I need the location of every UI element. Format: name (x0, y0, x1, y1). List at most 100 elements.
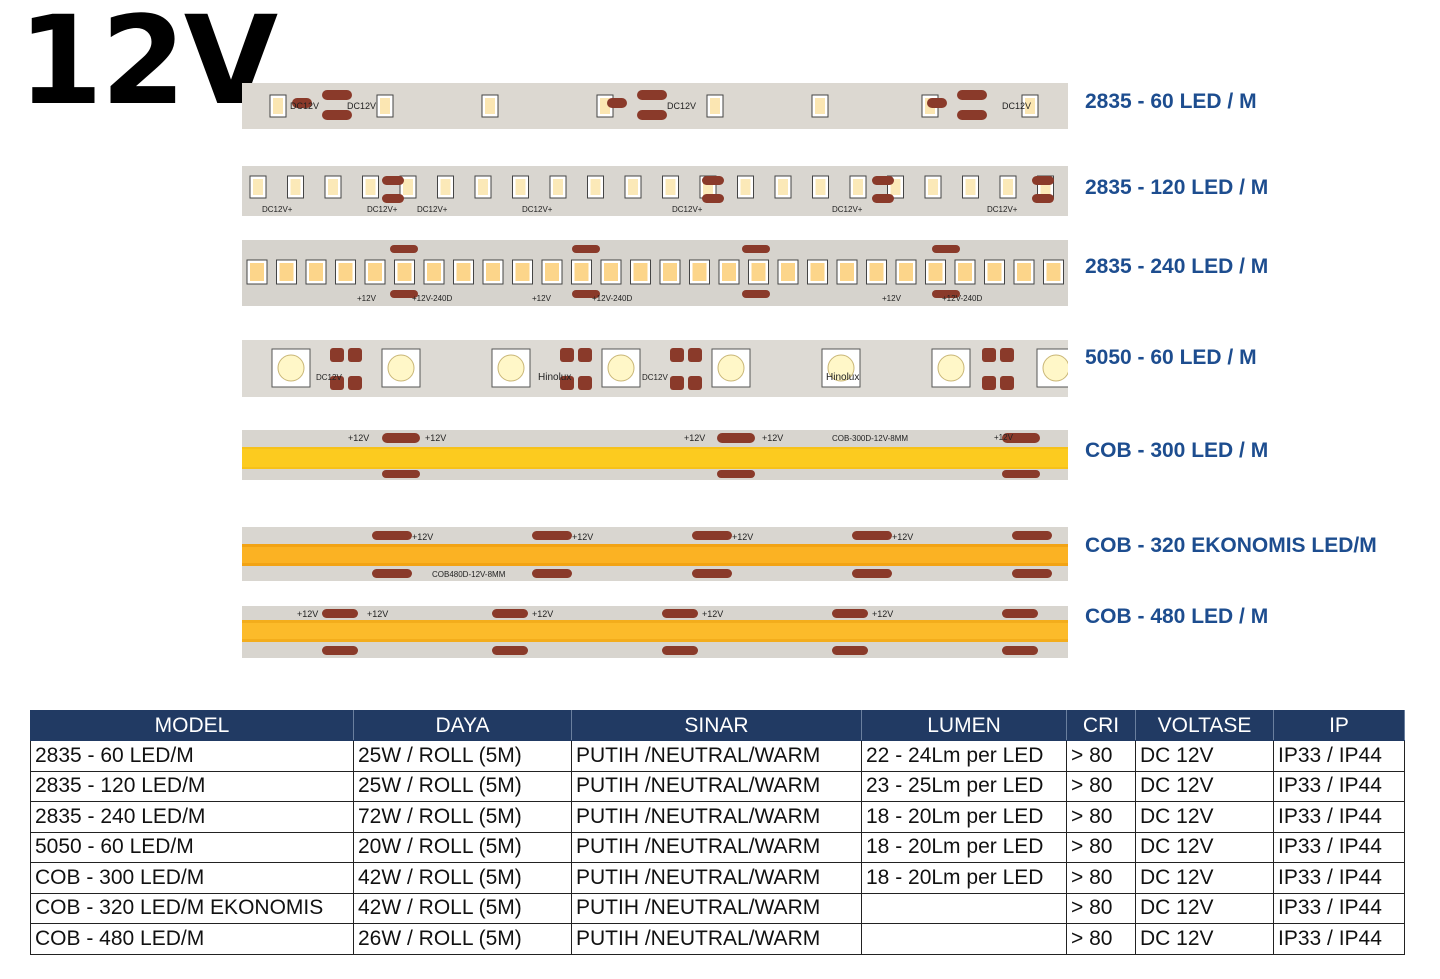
strip-print: +12V-240D (942, 294, 982, 303)
cell-ip: IP33 / IP44 (1273, 740, 1405, 772)
solder-pad (852, 531, 892, 540)
solder-pad (1012, 531, 1052, 540)
solder-pad (330, 376, 344, 390)
strip-print: +12V (762, 433, 783, 443)
cell-model: 2835 - 240 LED/M (30, 801, 354, 833)
solder-pad (578, 376, 592, 390)
led-phosphor (277, 354, 305, 382)
solder-pad (1012, 569, 1052, 578)
led-strip-2835-60: DC12V DC12V DC12V DC12V (242, 83, 1068, 129)
led-phosphor (590, 179, 601, 195)
cell-daya: 42W / ROLL (5M) (353, 892, 572, 924)
cell-model: COB - 300 LED/M (30, 862, 354, 894)
strip-print: +12V (348, 433, 369, 443)
strip-print: DC12V+ (672, 205, 703, 214)
solder-pad (872, 194, 894, 203)
led-strip-cob-480-image: +12V +12V +12V +12V +12V (242, 606, 1068, 658)
solder-pad (1000, 348, 1014, 362)
cell-sinar: PUTIH /NEUTRAL/WARM (571, 892, 862, 924)
table-row: COB - 300 LED/M 42W / ROLL (5M) PUTIH /N… (30, 862, 1405, 894)
solder-pad (560, 376, 574, 390)
strip-print: COB-300D-12V-8MM (832, 434, 908, 443)
table-row: 2835 - 240 LED/M 72W / ROLL (5M) PUTIH /… (30, 801, 1405, 833)
led-phosphor (456, 263, 471, 281)
solder-pad (322, 90, 352, 100)
led-phosphor (1025, 98, 1035, 114)
table-row: 2835 - 120 LED/M 25W / ROLL (5M) PUTIH /… (30, 770, 1405, 802)
led-phosphor (545, 263, 559, 281)
led-phosphor (279, 263, 294, 281)
solder-pad (492, 609, 528, 618)
led-phosphor (1040, 179, 1051, 195)
led-phosphor (722, 263, 736, 281)
cell-ip: IP33 / IP44 (1273, 770, 1405, 802)
led-strip-5050-60-image: DC12V Hinolux DC12V Hinolux (242, 340, 1068, 397)
led-phosphor (440, 179, 451, 195)
solder-pad (637, 110, 667, 120)
solder-pad (692, 531, 732, 540)
cell-sinar: PUTIH /NEUTRAL/WARM (571, 740, 862, 772)
solder-pad (348, 376, 362, 390)
led-strip-5050-60: DC12V Hinolux DC12V Hinolux (242, 340, 1068, 397)
cell-ip: IP33 / IP44 (1273, 923, 1405, 955)
led-phosphor (600, 98, 610, 114)
cell-voltase: DC 12V (1135, 862, 1274, 894)
cell-daya: 25W / ROLL (5M) (353, 740, 572, 772)
solder-pad (702, 194, 724, 203)
column-header-lumen: LUMEN (861, 710, 1067, 741)
strip-print: DC12V (667, 101, 696, 111)
strip-print: +12V (367, 609, 388, 619)
led-phosphor (365, 179, 376, 195)
table-row: 5050 - 60 LED/M 20W / ROLL (5M) PUTIH /N… (30, 831, 1405, 863)
cell-lumen: 22 - 24Lm per LED (861, 740, 1067, 772)
led-phosphor (478, 179, 488, 195)
column-header-ip: IP (1273, 710, 1405, 741)
led-phosphor (958, 263, 972, 281)
column-header-model: MODEL (30, 710, 354, 741)
cell-cri: > 80 (1066, 892, 1136, 924)
cell-lumen (861, 892, 1067, 924)
solder-pad (348, 348, 362, 362)
strip-print: COB480D-12V-8MM (432, 570, 506, 579)
led-phosphor (710, 98, 720, 114)
led-phosphor (427, 263, 441, 281)
strip-print: +12V (994, 433, 1014, 442)
strip-print: +12V (892, 532, 913, 542)
solder-pad (292, 98, 312, 108)
cell-cri: > 80 (1066, 740, 1136, 772)
cell-lumen (861, 923, 1067, 955)
led-phosphor (387, 354, 415, 382)
led-phosphor (515, 263, 530, 281)
solder-pad (957, 110, 987, 120)
solder-pad (872, 176, 894, 185)
led-phosphor (250, 263, 264, 281)
solder-pad (1002, 609, 1038, 618)
cell-lumen: 18 - 20Lm per LED (861, 862, 1067, 894)
solder-pad (982, 376, 996, 390)
strip-print: +12V (297, 609, 318, 619)
strip-print: DC12V (347, 101, 376, 111)
cell-daya: 25W / ROLL (5M) (353, 770, 572, 802)
strip-print: +12V (425, 433, 446, 443)
led-phosphor (1017, 263, 1031, 281)
led-phosphor (840, 263, 854, 281)
led-phosphor (1046, 263, 1061, 281)
table-row: COB - 480 LED/M 26W / ROLL (5M) PUTIH /N… (30, 923, 1405, 955)
solder-pad (1002, 433, 1040, 443)
led-phosphor (740, 179, 751, 195)
led-phosphor (1042, 354, 1068, 382)
cell-lumen: 18 - 20Lm per LED (861, 831, 1067, 863)
strip-print: DC12V (642, 373, 668, 382)
led-phosphor (273, 98, 283, 114)
solder-pad (932, 290, 960, 298)
led-phosphor (497, 354, 525, 382)
solder-pad (637, 90, 667, 100)
led-phosphor (553, 179, 563, 195)
column-header-cri: CRI (1066, 710, 1136, 741)
solder-pad (742, 290, 770, 298)
solder-pad (492, 646, 528, 655)
cell-ip: IP33 / IP44 (1273, 831, 1405, 863)
solder-pad (322, 646, 358, 655)
led-strip-2835-120: DC12V+ DC12V+ DC12V+ DC12V+ DC12V+ DC12V+ DC12… (242, 166, 1068, 216)
led-phosphor (703, 179, 713, 195)
